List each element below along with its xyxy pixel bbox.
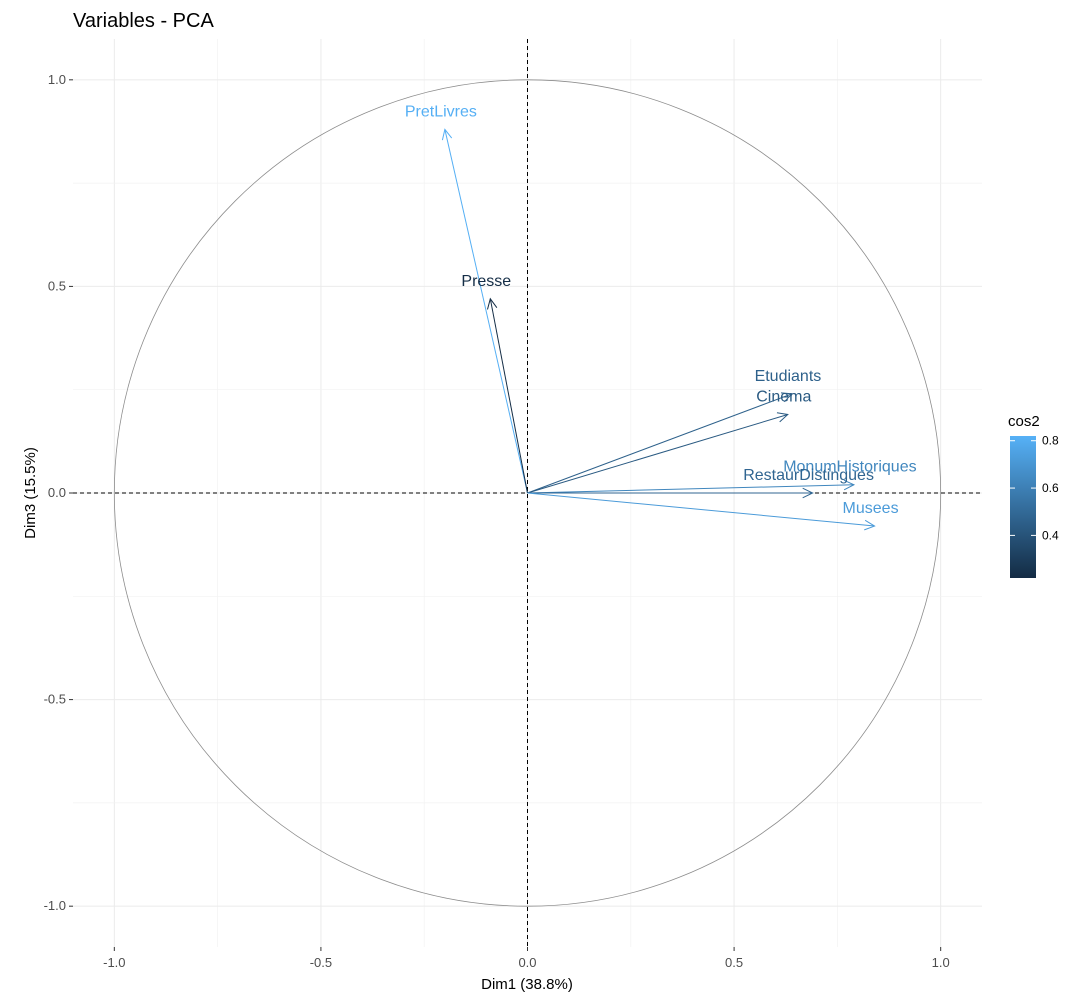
arrow-head [487, 297, 498, 310]
arrow-shaft [489, 298, 528, 494]
arrow-shaft [527, 393, 793, 494]
arrow-head [864, 519, 876, 531]
y-axis-title: Dim3 (15.5%) [22, 447, 39, 539]
legend-tick-label: 0.8 [1042, 434, 1059, 448]
legend-tick-label: 0.4 [1042, 528, 1059, 542]
arrow-shaft [527, 484, 854, 494]
variable-label: Musees [843, 500, 899, 517]
arrow-head [802, 487, 814, 499]
arrow-shaft [444, 129, 528, 494]
x-tick-label: -1.0 [103, 955, 125, 970]
x-tick-label: 0.5 [725, 955, 743, 970]
correlation-circle [113, 79, 942, 907]
variable-labels: PretLivres Presse Etudiants Cinema MonumHist… [405, 103, 917, 517]
variable-label: Etudiants [755, 368, 822, 385]
variable-arrow [441, 128, 528, 494]
legend-ticks: 0.4 0.6 0.8 [1010, 434, 1059, 542]
legend-title: cos2 [1008, 413, 1040, 430]
arrow-shaft [527, 414, 788, 494]
arrow-head [780, 392, 794, 403]
x-tick-label: 0.0 [518, 955, 536, 970]
variable-label: MonumHistoriques [783, 459, 916, 476]
variable-label: RestaurDistingues [743, 467, 874, 484]
x-tick-label: 1.0 [932, 955, 950, 970]
y-tick-label: -0.5 [44, 692, 66, 707]
x-axis-ticks: -1.0 -0.5 0.0 0.5 1.0 [103, 947, 950, 970]
variable-arrows [441, 128, 876, 531]
y-tick-label: 0.0 [48, 485, 66, 500]
variable-arrow [527, 392, 794, 494]
arrow-head [441, 128, 453, 141]
variable-arrow [487, 297, 528, 494]
y-axis-ticks: -1.0 -0.5 0.0 0.5 1.0 [44, 72, 73, 913]
variable-label: Cinema [756, 388, 811, 405]
variable-label: Presse [461, 273, 511, 290]
variable-arrow [527, 412, 789, 494]
x-tick-label: -0.5 [310, 955, 332, 970]
y-tick-label: -1.0 [44, 898, 66, 913]
variable-arrow [527, 479, 856, 494]
arrow-shaft [527, 492, 875, 527]
legend-tick-label: 0.6 [1042, 481, 1059, 495]
arrow-head [776, 412, 789, 423]
legend-colorbar [1010, 436, 1036, 578]
y-tick-label: 1.0 [48, 72, 66, 87]
y-tick-label: 0.5 [48, 278, 66, 293]
x-axis-title: Dim1 (38.8%) [481, 976, 573, 993]
variable-arrow [527, 492, 876, 531]
cos2-legend: cos2 0.4 0.6 0.8 [1008, 413, 1059, 578]
chart-title: Variables - PCA [73, 10, 214, 32]
variable-label: PretLivres [405, 103, 477, 120]
arrow-head [843, 479, 856, 491]
variable-arrow [527, 487, 814, 499]
